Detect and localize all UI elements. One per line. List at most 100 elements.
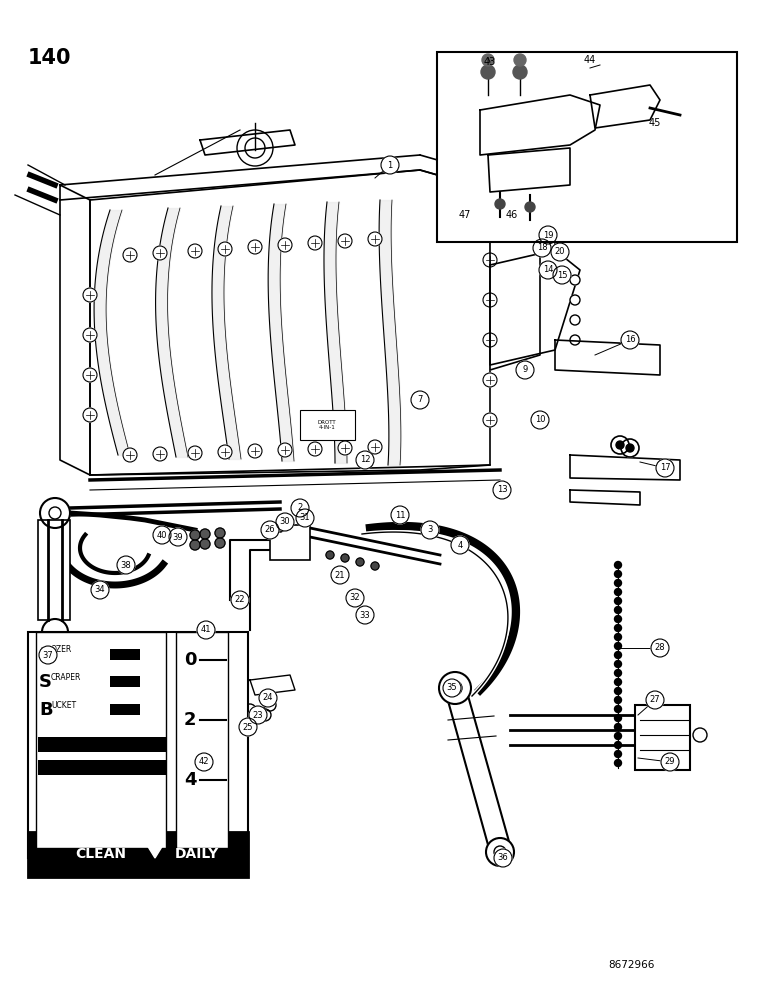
Circle shape xyxy=(551,243,569,261)
Text: 17: 17 xyxy=(660,464,670,473)
Bar xyxy=(110,704,140,715)
Text: 10: 10 xyxy=(535,416,545,424)
Circle shape xyxy=(308,442,322,456)
Text: 20: 20 xyxy=(555,247,565,256)
Circle shape xyxy=(526,224,534,232)
Bar xyxy=(38,520,70,620)
Circle shape xyxy=(200,539,210,549)
Circle shape xyxy=(531,411,549,429)
Text: 19: 19 xyxy=(543,231,554,239)
Circle shape xyxy=(443,679,461,697)
Circle shape xyxy=(338,234,352,248)
Polygon shape xyxy=(250,675,295,695)
Polygon shape xyxy=(555,340,660,375)
Circle shape xyxy=(533,239,551,257)
Text: CLEAN: CLEAN xyxy=(75,847,126,861)
Circle shape xyxy=(486,838,514,866)
Circle shape xyxy=(42,619,68,645)
Circle shape xyxy=(356,558,364,566)
Circle shape xyxy=(231,591,249,609)
Circle shape xyxy=(570,275,580,285)
Circle shape xyxy=(188,446,202,460)
Text: 0: 0 xyxy=(184,651,197,669)
Circle shape xyxy=(646,691,664,709)
Circle shape xyxy=(169,528,187,546)
Circle shape xyxy=(248,444,262,458)
Circle shape xyxy=(553,266,571,284)
Text: 2: 2 xyxy=(184,711,197,729)
Text: DROTT
4-IN-1: DROTT 4-IN-1 xyxy=(318,420,337,430)
Circle shape xyxy=(83,288,97,302)
Bar xyxy=(28,832,248,877)
Circle shape xyxy=(368,232,382,246)
Circle shape xyxy=(615,634,621,641)
Circle shape xyxy=(615,678,621,686)
Circle shape xyxy=(615,742,621,748)
Circle shape xyxy=(615,588,621,595)
Circle shape xyxy=(615,670,621,676)
Circle shape xyxy=(215,528,225,538)
Text: OZER: OZER xyxy=(51,646,73,654)
Text: 22: 22 xyxy=(235,595,245,604)
Circle shape xyxy=(346,589,364,607)
Text: 21: 21 xyxy=(335,570,345,580)
Circle shape xyxy=(615,724,621,730)
Text: S: S xyxy=(39,673,52,691)
Circle shape xyxy=(153,246,167,260)
Bar xyxy=(38,737,166,752)
Polygon shape xyxy=(490,165,540,370)
Circle shape xyxy=(188,244,202,258)
Text: 13: 13 xyxy=(496,486,507,494)
Bar xyxy=(300,410,355,440)
Text: 16: 16 xyxy=(625,336,635,344)
Text: 37: 37 xyxy=(42,650,53,660)
Circle shape xyxy=(615,660,621,668)
Bar xyxy=(635,705,690,770)
Circle shape xyxy=(117,556,135,574)
Polygon shape xyxy=(590,85,660,128)
Text: 35: 35 xyxy=(447,684,457,692)
Circle shape xyxy=(278,443,292,457)
Circle shape xyxy=(421,521,439,539)
Circle shape xyxy=(265,523,275,533)
Text: 1: 1 xyxy=(388,160,393,169)
Text: CLAM: CLAM xyxy=(42,738,86,752)
Circle shape xyxy=(656,459,674,477)
Circle shape xyxy=(615,688,621,694)
Circle shape xyxy=(493,481,511,499)
Circle shape xyxy=(483,293,497,307)
Circle shape xyxy=(615,732,621,740)
Text: 39: 39 xyxy=(173,532,183,542)
Circle shape xyxy=(264,699,276,711)
Circle shape xyxy=(200,529,210,539)
Polygon shape xyxy=(570,490,640,505)
Text: 32: 32 xyxy=(350,593,361,602)
Polygon shape xyxy=(540,162,555,255)
Circle shape xyxy=(494,849,512,867)
Circle shape xyxy=(621,331,639,349)
Circle shape xyxy=(615,615,621,622)
Circle shape xyxy=(249,706,267,724)
Text: 15: 15 xyxy=(557,270,567,279)
Text: SHELL: SHELL xyxy=(42,761,91,775)
Circle shape xyxy=(626,444,634,452)
Circle shape xyxy=(525,202,535,212)
Circle shape xyxy=(483,373,497,387)
Bar xyxy=(176,632,228,848)
Circle shape xyxy=(39,646,57,664)
Text: 33: 33 xyxy=(360,610,371,619)
Text: B: B xyxy=(39,701,52,719)
Circle shape xyxy=(541,229,549,237)
Circle shape xyxy=(483,253,497,267)
Circle shape xyxy=(83,328,97,342)
Text: 12: 12 xyxy=(360,456,371,464)
Circle shape xyxy=(248,240,262,254)
Circle shape xyxy=(570,295,580,305)
Text: 38: 38 xyxy=(120,560,131,570)
Circle shape xyxy=(215,538,225,548)
Circle shape xyxy=(483,413,497,427)
Circle shape xyxy=(244,704,256,716)
Circle shape xyxy=(516,361,534,379)
Circle shape xyxy=(615,624,621,632)
Circle shape xyxy=(338,441,352,455)
